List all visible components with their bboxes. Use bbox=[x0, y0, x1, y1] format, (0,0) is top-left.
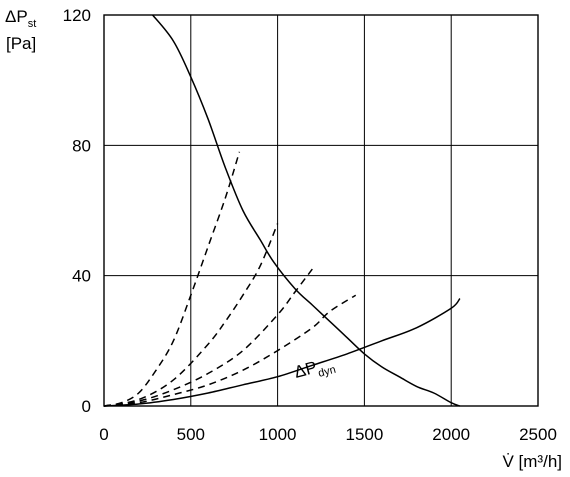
x-tick-label: 500 bbox=[177, 425, 205, 444]
x-axis-title: V̇ [m³/h] bbox=[502, 452, 562, 471]
dashed-curve-4 bbox=[103, 294, 357, 407]
dynamic-pressure-curve bbox=[103, 297, 461, 407]
system-pressure-curve bbox=[152, 14, 461, 407]
y-axis-unit: [Pa] bbox=[6, 34, 36, 53]
dashed-curve-2 bbox=[103, 223, 279, 407]
y-tick-label: 120 bbox=[63, 6, 91, 25]
x-tick-labels: 0 500 1000 1500 2000 2500 bbox=[99, 425, 557, 444]
y-tick-label: 80 bbox=[72, 136, 91, 155]
y-tick-label: 0 bbox=[82, 397, 91, 416]
x-tick-label: 2500 bbox=[519, 425, 557, 444]
dashed-curve-3 bbox=[103, 268, 313, 407]
dashed-curve-1 bbox=[103, 151, 241, 407]
x-tick-label: 0 bbox=[99, 425, 108, 444]
y-tick-labels: 0 40 80 120 bbox=[63, 6, 91, 416]
x-tick-label: 1000 bbox=[259, 425, 297, 444]
curves bbox=[103, 14, 461, 407]
dynamic-pressure-label: ΔPdyn bbox=[292, 353, 337, 386]
x-tick-label: 1500 bbox=[345, 425, 383, 444]
plot-frame bbox=[103, 14, 539, 407]
grid bbox=[104, 15, 538, 406]
x-tick-label: 2000 bbox=[432, 425, 470, 444]
y-axis-title: ΔPst bbox=[5, 7, 36, 30]
y-tick-label: 40 bbox=[72, 267, 91, 286]
